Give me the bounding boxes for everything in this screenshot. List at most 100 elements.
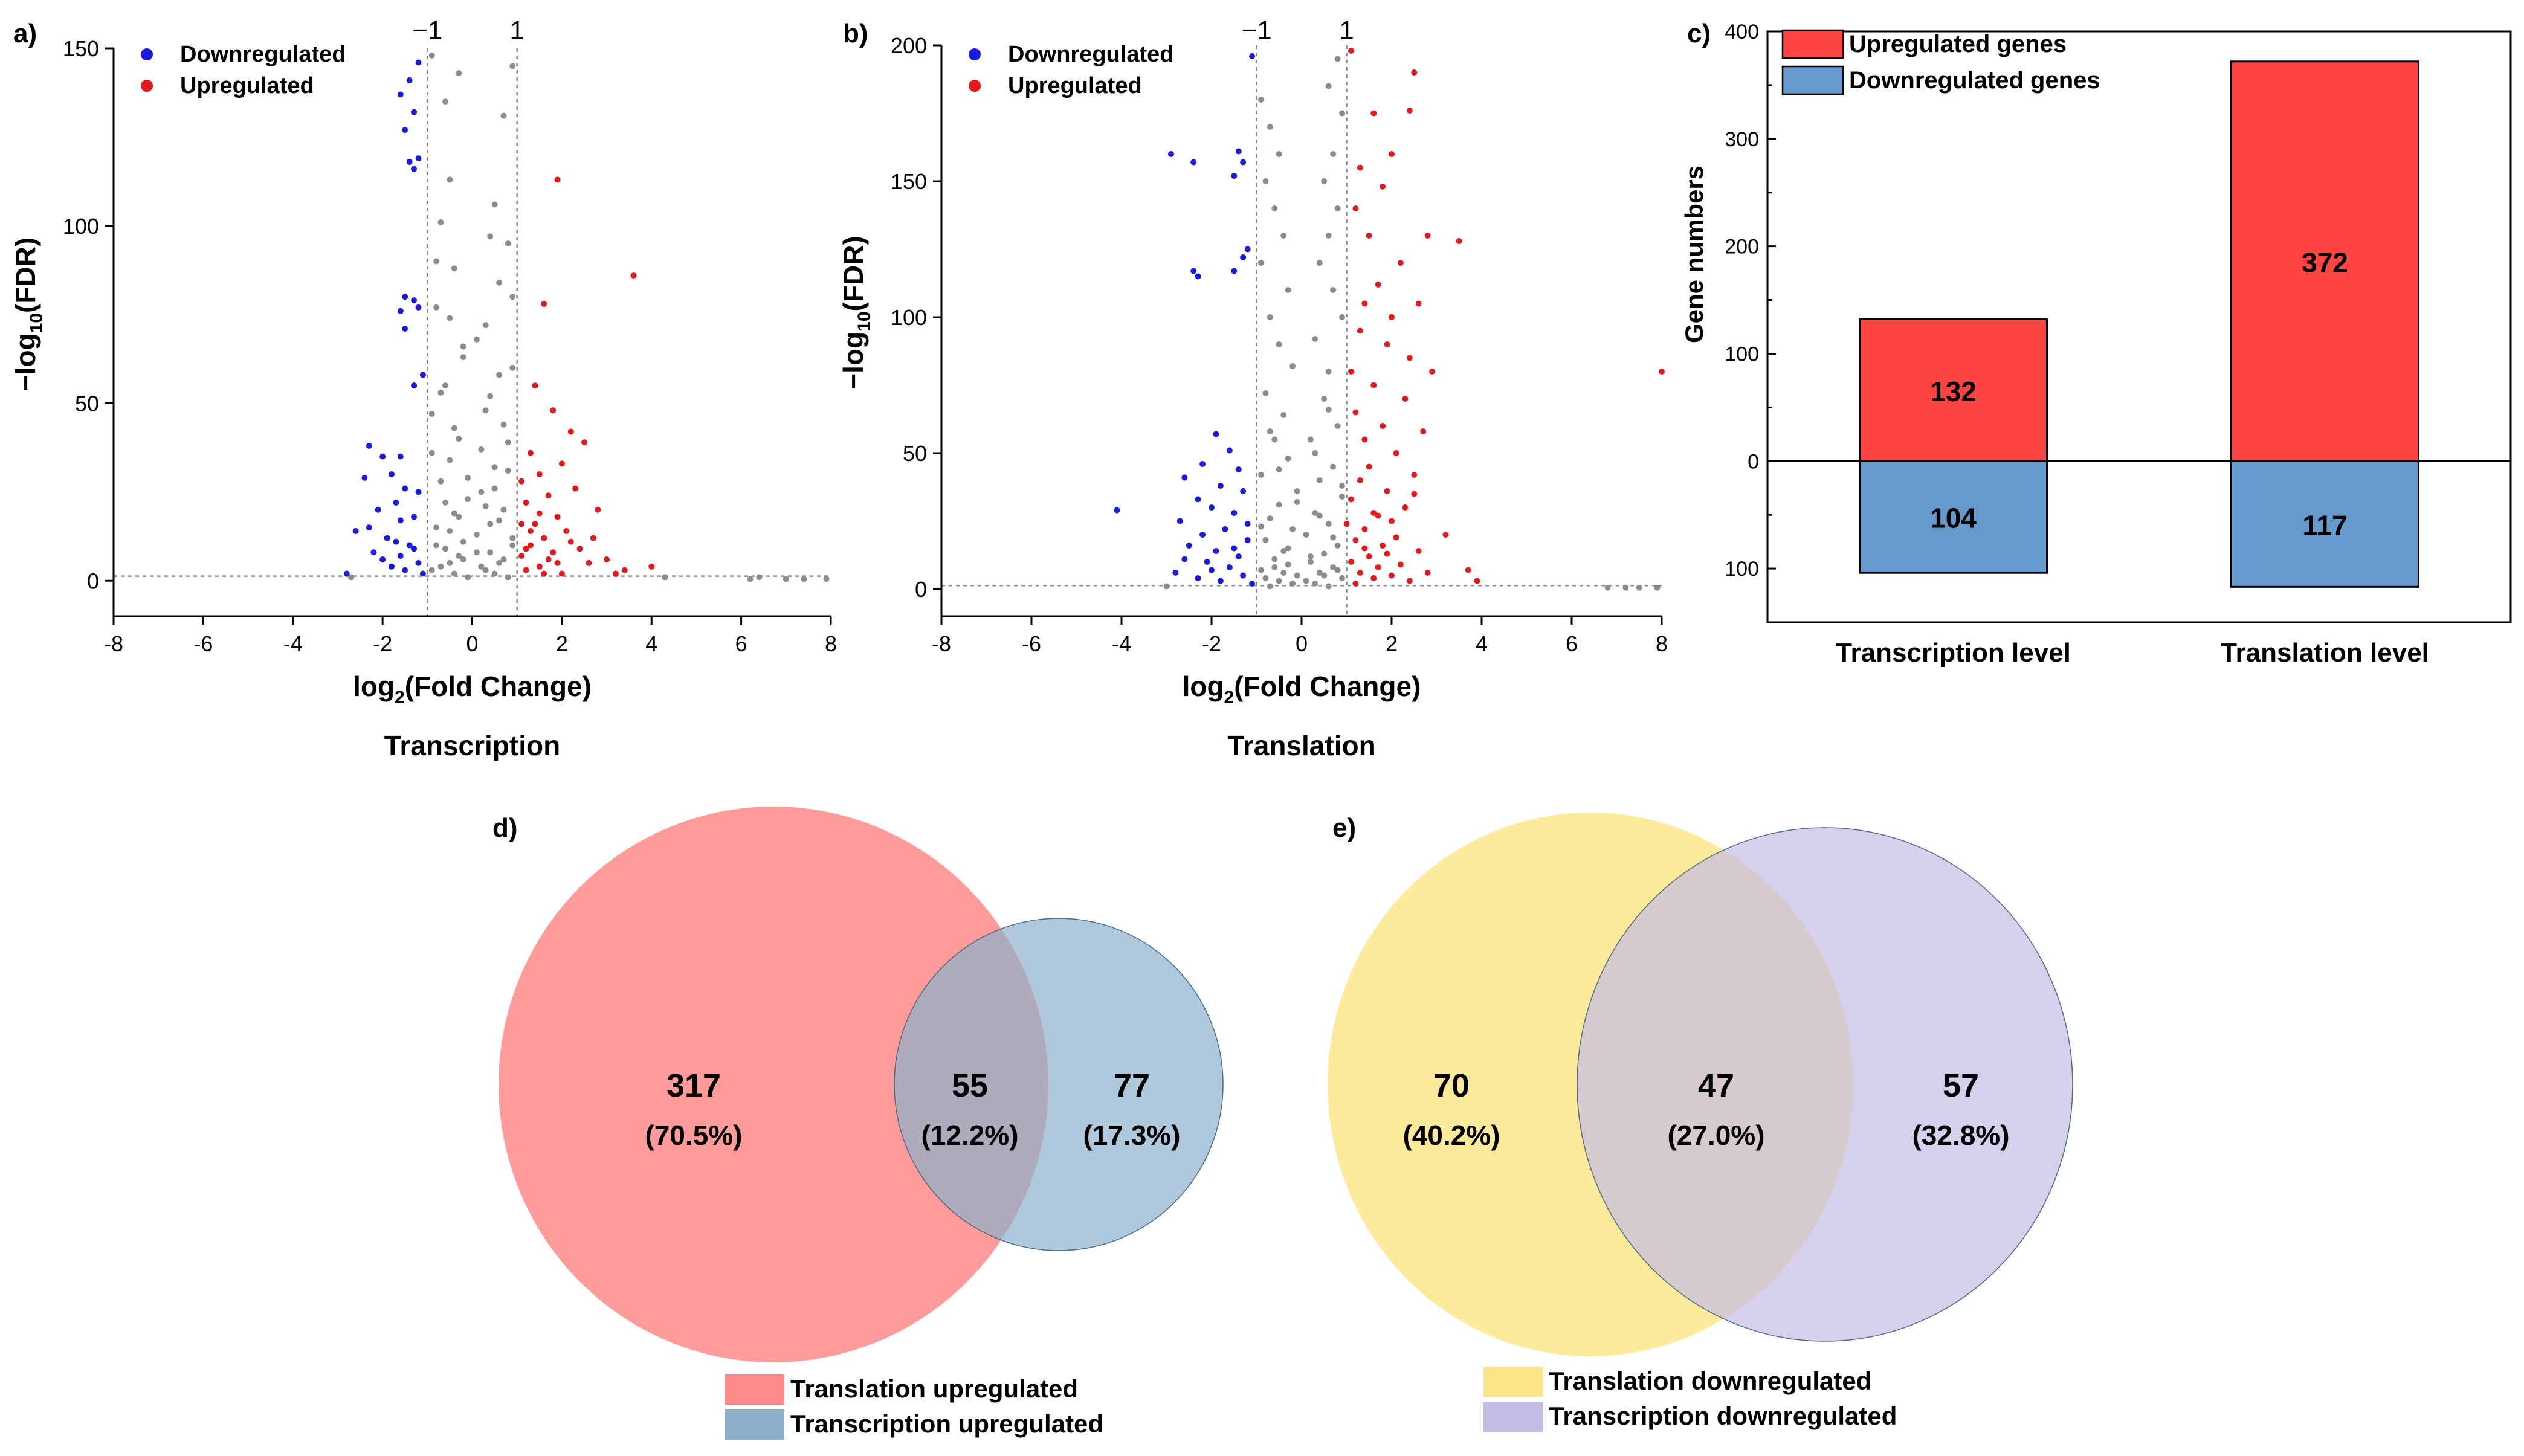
data-point: [496, 559, 503, 566]
data-point: [1285, 456, 1291, 462]
y-tick-label: 150: [891, 169, 927, 194]
data-point: [1267, 515, 1273, 521]
panel-subtitle: Translation: [1227, 730, 1375, 761]
data-point: [523, 546, 529, 552]
y-tick-label: 100: [1725, 558, 1759, 581]
data-point: [1375, 282, 1381, 288]
legend-marker: [969, 48, 981, 60]
data-point: [491, 201, 498, 208]
data-point: [823, 576, 830, 582]
x-tick-label: -6: [1022, 631, 1041, 656]
data-point: [428, 52, 435, 59]
data-point: [1316, 570, 1323, 576]
data-point: [460, 354, 466, 361]
x-tick-label: 4: [1476, 631, 1488, 656]
data-point: [595, 506, 601, 513]
data-point: [1257, 523, 1264, 530]
data-point: [1357, 164, 1363, 171]
data-point: [518, 478, 525, 485]
data-point: [648, 563, 655, 570]
data-point: [1276, 466, 1282, 472]
data-point: [505, 439, 511, 446]
venn-percent: (32.8%): [1912, 1119, 2009, 1151]
panel-label: b): [843, 19, 868, 48]
data-point: [1181, 474, 1188, 481]
data-point: [428, 449, 435, 456]
venn-overlap-percent: (12.2%): [921, 1119, 1018, 1151]
data-point: [554, 176, 561, 183]
panel-label: a): [13, 19, 37, 48]
data-point: [505, 240, 511, 247]
data-point: [1262, 390, 1269, 396]
data-point: [487, 233, 494, 240]
x-label-rest: (Fold Change): [405, 671, 592, 702]
data-point: [500, 112, 507, 119]
data-point: [447, 457, 453, 463]
data-point: [419, 372, 426, 378]
venn-panel-2: e) 70 (40.2%) 47 (27.0%) 57 (32.8%) Translation…: [1328, 813, 2073, 1432]
data-point: [1604, 584, 1611, 591]
legend-label: Translation upregulated: [790, 1374, 1078, 1403]
legend-swatch: [1781, 29, 1844, 59]
data-point: [541, 570, 547, 577]
series-downregulated: [343, 59, 426, 577]
data-point: [572, 485, 579, 492]
data-point: [500, 421, 507, 428]
data-point: [1384, 488, 1390, 494]
y-tick-label: 100: [63, 214, 99, 239]
data-point: [1294, 499, 1300, 505]
data-point: [558, 570, 565, 577]
data-point: [1271, 205, 1278, 211]
data-point: [496, 372, 503, 378]
data-point: [1352, 205, 1359, 211]
data-point: [612, 570, 619, 577]
x-tick-label: 8: [1656, 631, 1668, 656]
y-axis-label: −log10(FDR): [838, 236, 874, 389]
data-point: [1240, 488, 1247, 494]
data-point: [487, 521, 494, 527]
data-point: [1330, 151, 1337, 157]
data-point: [1213, 548, 1219, 554]
data-point: [402, 567, 408, 573]
data-point: [437, 478, 444, 485]
panel-subtitle: Transcription: [384, 730, 560, 761]
data-point: [518, 553, 525, 559]
x-tick-label: 2: [556, 631, 568, 656]
data-point: [1339, 494, 1346, 500]
data-point: [1262, 178, 1269, 184]
data-point: [393, 538, 399, 545]
data-point: [491, 485, 498, 492]
data-point: [554, 514, 561, 520]
data-point: [361, 474, 368, 481]
bar-upregulated: [1859, 318, 2048, 462]
data-point: [1294, 488, 1300, 494]
data-point: [1285, 561, 1291, 568]
data-point: [1235, 466, 1242, 472]
y-tick-label: 400: [1725, 21, 1759, 43]
data-point: [375, 506, 381, 513]
y-axis-label: Gene numbers: [1680, 166, 1708, 343]
venn-overlap-percent: (27.0%): [1667, 1119, 1764, 1151]
data-point: [527, 542, 534, 549]
data-point: [1280, 570, 1287, 576]
data-point: [1190, 159, 1197, 166]
data-point: [1370, 382, 1377, 388]
data-point: [509, 63, 516, 69]
data-point: [451, 510, 457, 517]
venn-set-circle: [894, 918, 1224, 1251]
x-tick-label: 0: [1296, 631, 1308, 656]
data-point: [415, 304, 422, 311]
data-point: [1312, 510, 1318, 516]
data-point: [581, 439, 587, 446]
data-point: [1406, 578, 1413, 584]
data-point: [1303, 532, 1309, 538]
data-point: [397, 91, 404, 98]
x-tick-label: -4: [1112, 631, 1131, 656]
data-point: [1375, 564, 1381, 570]
data-point: [1312, 336, 1318, 342]
data-point: [384, 535, 390, 541]
data-point: [1429, 369, 1436, 375]
data-point: [1474, 578, 1480, 584]
data-point: [343, 570, 350, 577]
data-point: [1240, 159, 1247, 166]
